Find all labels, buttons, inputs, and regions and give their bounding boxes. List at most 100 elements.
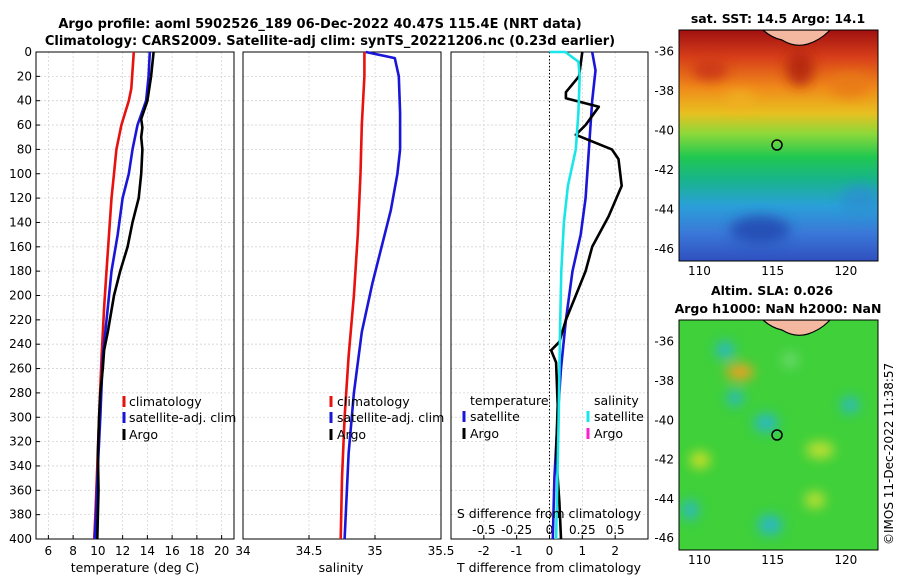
x2-tick-label: -0.25: [501, 523, 532, 537]
lon-tick-label: 115: [761, 553, 784, 567]
x-tick-label: 2: [611, 544, 619, 558]
lon-tick-label: 110: [688, 553, 711, 567]
difference-legend: temperature satellite Argo salinity sate…: [462, 393, 644, 441]
series-line-salinity-satellite: [549, 50, 581, 540]
lat-tick-label: -44: [654, 492, 674, 506]
sla-lon-tick-labels: 110 115 120: [688, 553, 857, 567]
x-tick-label: 18: [189, 544, 204, 558]
x-tick-label: -2: [478, 544, 490, 558]
temperature-series: [92, 51, 155, 540]
legend-label-argo: Argo: [129, 427, 158, 442]
x2-tick-label: 0.5: [606, 523, 625, 537]
x-tick-label: 35: [367, 544, 382, 558]
lat-tick-label: -38: [654, 84, 674, 98]
depth-tick-label: 380: [9, 508, 32, 522]
legend-label-climatology: climatology: [129, 394, 202, 409]
legend-label-argo: Argo: [337, 427, 366, 442]
legend-title-salinity: salinity: [594, 393, 639, 408]
depth-tick-label: 60: [17, 118, 32, 132]
legend-label-climatology: climatology: [337, 394, 410, 409]
x-tick-label: 14: [140, 544, 155, 558]
land-mass: [762, 30, 831, 46]
difference-tick-labels: -2 -1 0 1 2: [478, 535, 619, 558]
x2-tick-label: 0: [546, 523, 554, 537]
x2-tick-label: -0.5: [472, 523, 495, 537]
depth-tick-label: 120: [9, 191, 32, 205]
sla-map-title1: Altim. SLA: 0.026: [711, 283, 833, 298]
x-tick-label: 16: [164, 544, 179, 558]
depth-tick-label: 400: [9, 532, 32, 546]
sst-lon-tick-labels: 110 115 120: [688, 264, 857, 278]
lat-tick-label: -36: [654, 45, 674, 59]
lon-tick-label: 110: [688, 264, 711, 278]
lat-tick-label: -40: [654, 124, 674, 138]
x-tick-label: 8: [69, 544, 77, 558]
lat-tick-label: -38: [654, 374, 674, 388]
title-line1: Argo profile: aoml 5902526_189 06-Dec-20…: [58, 17, 581, 32]
difference-panel: -2 -1 0 1 2 -0.5 -0.25 0 0.25 0.5 T difference f…: [450, 50, 649, 575]
legend-label-temp-argo: Argo: [470, 426, 499, 441]
x2-tick-label: 0.25: [569, 523, 596, 537]
argo-float-marker: [771, 139, 783, 151]
depth-tick-label: 220: [9, 313, 32, 327]
depth-tick-label: 180: [9, 264, 32, 278]
depth-tick-label: 80: [17, 142, 32, 156]
legend-title-temperature: temperature: [470, 393, 549, 408]
sst-map-frame: [678, 29, 879, 262]
legend-label-temp-satellite: satellite: [470, 409, 520, 424]
series-line-satellite-adj-clim: [343, 50, 402, 540]
argo-float-marker: [771, 429, 783, 441]
lat-tick-label: -40: [654, 413, 674, 427]
x-tick-label: 34.5: [296, 544, 323, 558]
depth-tick-label: 0: [24, 45, 32, 59]
depth-tick-label: 140: [9, 215, 32, 229]
depth-tick-label: 240: [9, 337, 32, 351]
difference-series: [549, 50, 623, 540]
sla-lat-tick-labels: -36 -38 -40 -42 -44 -46: [654, 335, 674, 546]
x-tick-label: 0: [546, 544, 554, 558]
sst-lat-tick-labels: -36 -38 -40 -42 -44 -46: [654, 45, 674, 256]
sla-map: Altim. SLA: 0.026 Argo h1000: NaN h2000:…: [654, 283, 881, 567]
land-mass: [762, 320, 831, 336]
difference-xlabel: T difference from climatology: [456, 560, 642, 575]
legend-label-sal-satellite: satellite: [594, 409, 644, 424]
legend-label-sal-argo: Argo: [594, 426, 623, 441]
salinity-panel: 34 34.5 35 35.5 salinity climatology satell…: [235, 50, 455, 575]
sla-field: [679, 320, 878, 550]
x-tick-label: 10: [90, 544, 105, 558]
depth-tick-label: 200: [9, 289, 32, 303]
salinity-legend: climatology satellite-adj. clim Argo: [329, 394, 444, 442]
lat-tick-label: -42: [654, 163, 674, 177]
x-tick-label: 35.5: [428, 544, 455, 558]
x-tick-label: 34: [235, 544, 250, 558]
depth-tick-label: 320: [9, 435, 32, 449]
depth-tick-label: 300: [9, 410, 32, 424]
sst-map-title: sat. SST: 14.5 Argo: 14.1: [691, 11, 865, 26]
depth-tick-label: 360: [9, 483, 32, 497]
depth-tick-label: 340: [9, 459, 32, 473]
temperature-grid: [36, 51, 234, 540]
sla-map-frame: [678, 319, 879, 551]
temperature-panel: 0 20 40 60 80 100 120 140 160 180 200 220 240 260 280 3…: [9, 45, 236, 575]
depth-tick-labels: 0 20 40 60 80 100 120 140 160 180 200 220 240 260 280 3…: [9, 45, 40, 546]
lon-tick-label: 120: [834, 553, 857, 567]
title-line2: Climatology: CARS2009. Satellite-adj cli…: [45, 34, 615, 49]
imos-watermark: ©IMOS 11-Dec-2022 11:38:57: [882, 363, 896, 545]
salinity-difference-tick-labels: -0.5 -0.25 0 0.25 0.5: [472, 523, 625, 537]
lat-tick-label: -46: [654, 531, 674, 545]
x-tick-label: 6: [45, 544, 53, 558]
depth-tick-label: 40: [17, 94, 32, 108]
lat-tick-label: -42: [654, 453, 674, 467]
x-tick-label: 20: [214, 544, 229, 558]
legend-label-satellite-adj: satellite-adj. clim: [337, 410, 444, 425]
series-line-argo: [96, 51, 155, 540]
depth-tick-label: 260: [9, 362, 32, 376]
x-tick-label: 12: [115, 544, 130, 558]
lat-tick-label: -46: [654, 242, 674, 256]
sst-map: sat. SST: 14.5 Argo: 14.1 110 115 120 -36-…: [654, 11, 879, 278]
temperature-tick-labels: 6 8 10 12 14 16 18 20: [45, 535, 229, 558]
lat-tick-label: -44: [654, 203, 674, 217]
lon-tick-label: 115: [761, 264, 784, 278]
salinity-series: [339, 50, 402, 540]
depth-tick-label: 100: [9, 167, 32, 181]
